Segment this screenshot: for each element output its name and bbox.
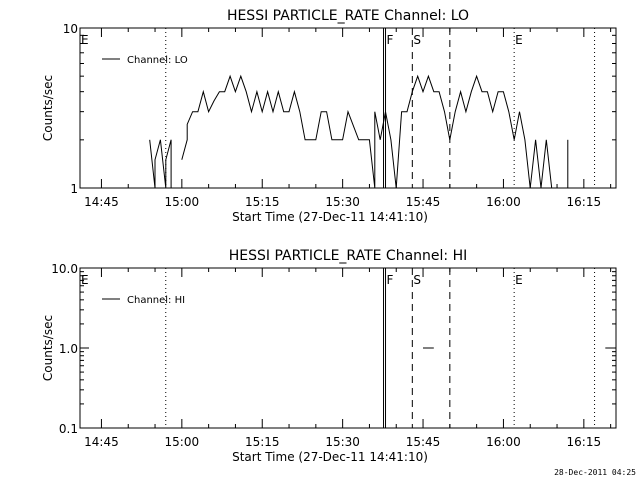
marker-label: E [81, 273, 89, 287]
x-tick-label: 15:45 [406, 435, 441, 449]
series-line [181, 74, 563, 189]
marker-label: F [387, 33, 394, 47]
x-tick-label: 16:00 [486, 435, 521, 449]
y-axis-label: Counts/sec [41, 75, 55, 141]
x-axis-label: Start Time (27-Dec-11 14:41:10) [232, 210, 428, 224]
marker-label: S [413, 273, 421, 287]
x-tick-label: 15:45 [406, 195, 441, 209]
x-tick-label: 15:15 [245, 435, 280, 449]
marker-label: E [515, 273, 523, 287]
chart-title: HESSI PARTICLE_RATE Channel: HI [229, 248, 467, 264]
series-line [149, 139, 172, 189]
x-tick-label: 16:15 [567, 435, 602, 449]
plot-frame [79, 267, 617, 429]
y-tick-label: 10 [63, 22, 78, 36]
legend-entry: Channel: LO [127, 55, 188, 66]
marker-label: S [413, 33, 421, 47]
y-tick-label: 0.1 [59, 422, 78, 436]
plot-frame [79, 27, 617, 189]
marker-label: E [515, 33, 523, 47]
chart-title: HESSI PARTICLE_RATE Channel: LO [227, 8, 469, 24]
x-tick-label: 14:45 [84, 435, 119, 449]
x-axis-label: Start Time (27-Dec-11 14:41:10) [232, 450, 428, 464]
y-tick-label: 1.0 [59, 342, 78, 356]
legend-entry: Channel: HI [127, 295, 185, 306]
x-tick-label: 15:30 [325, 435, 360, 449]
x-tick-label: 15:00 [165, 435, 200, 449]
y-tick-label: 1 [70, 182, 78, 196]
x-tick-label: 15:15 [245, 195, 280, 209]
x-tick-label: 15:30 [325, 195, 360, 209]
x-tick-label: 14:45 [84, 195, 119, 209]
marker-label: E [81, 33, 89, 47]
chart-panel-2: HESSI PARTICLE_RATE Channel: HI 0.1 1.0 10.… [41, 248, 617, 464]
y-axis-label: Counts/sec [41, 315, 55, 381]
y-tick-label: 10.0 [51, 262, 78, 276]
x-tick-label: 15:00 [165, 195, 200, 209]
chart-panel-1: HESSI PARTICLE_RATE Channel: LO 1 10 14:45 1… [41, 8, 617, 224]
timestamp-footer: 28-Dec-2011 04:25 [554, 468, 636, 477]
x-tick-label: 16:15 [567, 195, 602, 209]
marker-label: F [387, 273, 394, 287]
x-tick-label: 16:00 [486, 195, 521, 209]
